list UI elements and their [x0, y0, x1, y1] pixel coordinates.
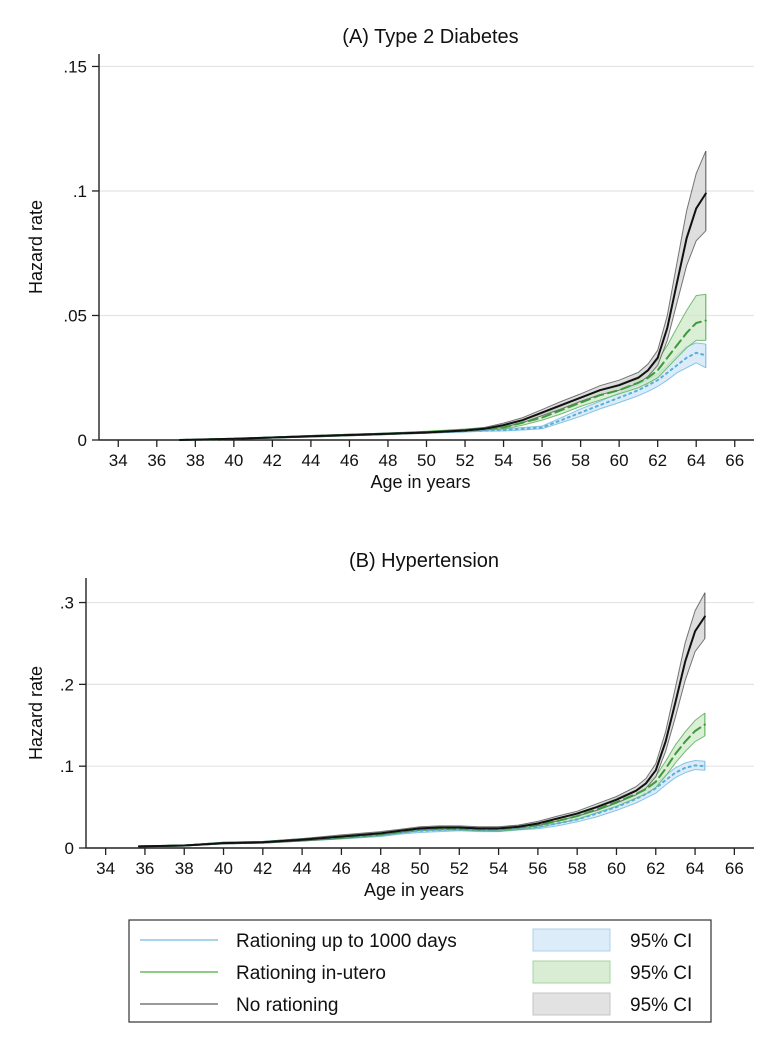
x-axis-label: Age in years: [364, 880, 464, 900]
legend-ci-label: 95% CI: [630, 931, 692, 952]
x-tick-label: 42: [263, 451, 282, 470]
x-tick-label: 64: [687, 451, 706, 470]
x-tick-label: 64: [686, 859, 705, 878]
x-tick-label: 40: [224, 451, 243, 470]
y-tick-label: 0: [78, 431, 87, 450]
legend-ci-swatch: [532, 960, 611, 984]
series-line: [178, 192, 707, 441]
legend-ci-label: 95% CI: [630, 963, 692, 984]
legend-ci-label: 95% CI: [630, 995, 692, 1016]
x-tick-label: 56: [533, 451, 552, 470]
x-tick-label: 38: [186, 451, 205, 470]
y-tick-label: 0: [65, 839, 74, 858]
x-tick-label: 54: [489, 859, 508, 878]
x-tick-label: 46: [332, 859, 351, 878]
chart-title: (B) Hypertension: [349, 550, 499, 572]
legend-label: Rationing up to 1000 days: [236, 931, 457, 952]
x-tick-label: 40: [214, 859, 233, 878]
y-axis-label: Hazard rate: [26, 666, 46, 760]
y-tick-label: .1: [60, 757, 74, 776]
x-tick-label: 38: [175, 859, 194, 878]
x-tick-label: 58: [571, 451, 590, 470]
x-axis-label: Age in years: [370, 472, 470, 492]
legend-box: [128, 919, 712, 1023]
y-tick-label: .15: [63, 57, 87, 76]
x-tick-label: 50: [411, 859, 430, 878]
panel-type-2-diabetes: (A) Type 2 Diabetes 0 .05 .1 .15 34 36 38 40 42 44…: [26, 26, 754, 492]
x-tick-label: 62: [648, 451, 667, 470]
legend: Rationing up to 1000 days 95% CI Rationing…: [128, 919, 712, 1023]
ci-band: [179, 294, 706, 440]
x-tick-label: 54: [494, 451, 513, 470]
x-tick-label: 34: [109, 451, 128, 470]
legend-ci-swatch: [532, 992, 611, 1016]
x-tick-label: 50: [417, 451, 436, 470]
x-tick-label: 36: [135, 859, 154, 878]
y-tick-label: .3: [60, 594, 74, 613]
x-tick-label: 44: [293, 859, 312, 878]
x-tick-label: 44: [301, 451, 320, 470]
x-tick-label: 60: [610, 451, 629, 470]
x-tick-label: 46: [340, 451, 359, 470]
ci-bound-line: [179, 230, 707, 441]
x-tick-label: 42: [253, 859, 272, 878]
legend-ci-swatch: [532, 928, 611, 952]
series-line: [138, 615, 706, 848]
x-tick-label: 52: [456, 451, 475, 470]
chart-title: (A) Type 2 Diabetes: [342, 26, 518, 48]
y-axis-label: Hazard rate: [26, 200, 46, 294]
x-tick-label: 48: [379, 451, 398, 470]
x-tick-label: 56: [528, 859, 547, 878]
y-tick-label: .05: [63, 306, 87, 325]
x-tick-label: 48: [371, 859, 390, 878]
x-tick-label: 34: [96, 859, 115, 878]
legend-label: No rationing: [236, 995, 338, 1016]
x-tick-label: 58: [568, 859, 587, 878]
ci-bound-line: [179, 362, 707, 441]
y-tick-label: .2: [60, 675, 74, 694]
legend-label: Rationing in-utero: [236, 963, 386, 984]
ci-bound-line: [138, 712, 706, 847]
ci-bound-line: [138, 592, 706, 847]
ci-bound-line: [138, 638, 706, 848]
x-tick-label: 52: [450, 859, 469, 878]
panel-hypertension: (B) Hypertension 0 .1 .2 .3 34 36 38 40 42 44 46 48 5…: [26, 550, 754, 900]
y-tick-label: .1: [73, 182, 87, 201]
x-tick-label: 66: [725, 859, 744, 878]
x-tick-label: 66: [725, 451, 744, 470]
x-tick-label: 36: [147, 451, 166, 470]
x-tick-label: 62: [646, 859, 665, 878]
x-tick-label: 60: [607, 859, 626, 878]
ci-bound-line: [179, 293, 706, 441]
